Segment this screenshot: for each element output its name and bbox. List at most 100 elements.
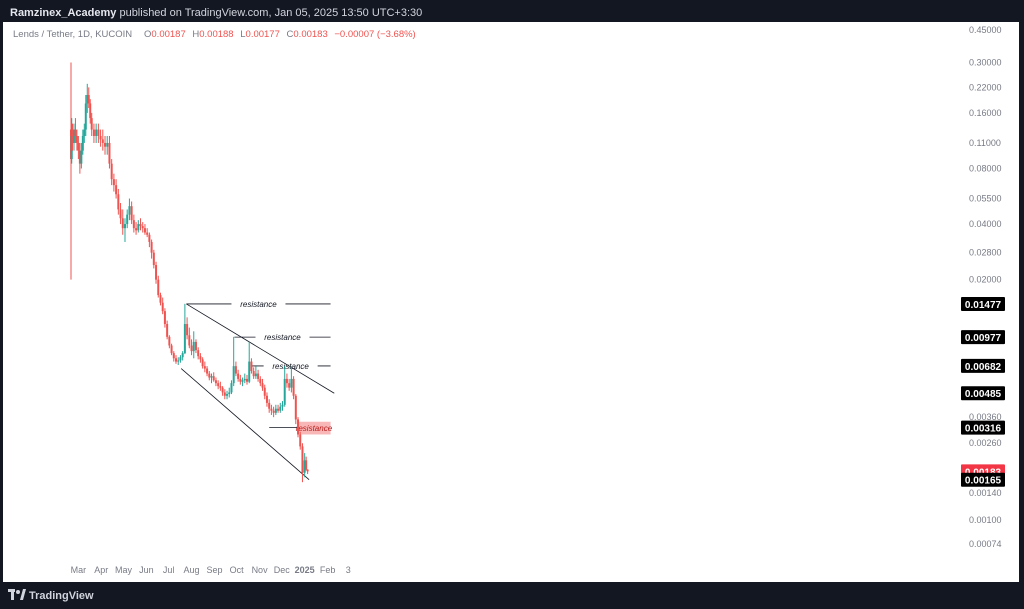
price-badge-label: 0.00165 (965, 476, 1002, 487)
candle-body-down (161, 302, 164, 312)
resistance-label-bg (263, 360, 318, 371)
candle-body-down (239, 378, 242, 382)
resistance-label-bg (255, 332, 310, 343)
resistance-zone-label: resistance (296, 424, 333, 433)
price-badge (961, 330, 1005, 345)
low-label: L (240, 29, 245, 40)
candle-body-down (208, 373, 211, 378)
candle-body-down (297, 419, 300, 435)
candle-body-down (268, 402, 271, 409)
candle-body-down (75, 135, 78, 143)
candle-body-down (199, 356, 202, 360)
candle-body-down (99, 135, 102, 140)
candle-body-down (77, 142, 80, 151)
price-badge-label: 0.00316 (965, 424, 1002, 435)
price-tick-label: 0.02800 (969, 248, 1002, 258)
high-label: H (192, 29, 199, 40)
price-badge (961, 472, 1005, 487)
candle-body-down (148, 234, 151, 242)
candle-body-up (123, 224, 126, 229)
candle-body-down (150, 241, 153, 253)
candle-body-down (252, 371, 255, 377)
chart-panel: resistance resistance resistance resistance… (3, 22, 1019, 582)
close-value: 0.00183 (293, 29, 327, 40)
candle-body-up (274, 408, 277, 413)
time-tick-label: Nov (252, 565, 269, 575)
candle-body-down (294, 395, 297, 420)
candle-body-down (234, 366, 237, 374)
open-label: O (144, 29, 151, 40)
candle-body-down (306, 469, 309, 472)
publish-header: Ramzinex_Academy published on TradingVie… (10, 5, 422, 21)
candle-body-down (135, 228, 138, 231)
price-badge (961, 296, 1005, 311)
candle-body-down (172, 353, 175, 359)
candle-body-down (305, 460, 308, 470)
ohlc-legend: O0.00187 H0.00188 L0.00177 C0.00183 −0.0… (144, 29, 416, 40)
candle-body-up (183, 324, 186, 354)
resistance-zone (297, 421, 331, 435)
candle-body-down (270, 408, 273, 411)
candle-body-up (232, 366, 235, 384)
price-tick-label: 0.08000 (969, 163, 1002, 173)
time-tick-label: Jul (163, 565, 175, 575)
candle-body-down (261, 383, 264, 388)
candle-body-down (152, 252, 155, 266)
time-tick-label: 3 (346, 565, 351, 575)
price-tick-label: 0.00100 (969, 515, 1002, 525)
resistance-label: resistance (264, 333, 301, 342)
candle-body-down (219, 386, 222, 388)
change-value: −0.00007 (−3.68%) (334, 29, 415, 40)
candle-body-down (168, 336, 171, 346)
candle-body-down (143, 228, 146, 233)
candle-body-down (214, 380, 217, 384)
price-tick-label: 0.45000 (969, 25, 1002, 35)
channel-trendline (180, 368, 310, 481)
time-tick-label: May (115, 565, 133, 575)
candle-body-down (132, 220, 135, 229)
candle-body-down (197, 350, 200, 357)
price-badge-label: 0.01477 (965, 300, 1002, 311)
candle-body-down (288, 383, 291, 388)
publish-date: Jan 05, 2025 13:50 UTC+3:30 (274, 7, 423, 19)
candle-body-down (190, 345, 193, 352)
candle-body-down (163, 311, 166, 325)
candle-body-down (257, 373, 260, 379)
time-tick-label: Mar (71, 565, 87, 575)
candle-body-up (86, 95, 89, 104)
price-badge-label: 0.00682 (965, 362, 1002, 373)
price-badge-label: 0.00977 (965, 333, 1002, 344)
candle-body-up (210, 376, 213, 378)
brand-name: TradingView (29, 590, 94, 602)
candle-body-down (115, 185, 118, 195)
price-tick-label: 0.11000 (969, 138, 1001, 148)
candle-body-up (281, 404, 284, 407)
price-badges-layer: 0.01477 0.00977 0.00682 0.00485 0.00316 0.001… (961, 296, 1005, 487)
candle-body-up (228, 392, 231, 395)
candle-body-down (217, 383, 220, 387)
candle-body-up (126, 214, 129, 225)
time-tick-label: Feb (320, 565, 336, 575)
price-tick-label: 0.00140 (969, 488, 1002, 498)
price-tick-label: 0.30000 (969, 58, 1002, 68)
candle-body-up (230, 383, 233, 393)
price-tick-label: 0.22000 (969, 82, 1002, 92)
candle-body-up (243, 378, 246, 381)
close-label: C (287, 29, 294, 40)
candle-body-up (137, 224, 140, 231)
candle-body-down (110, 163, 113, 180)
time-axis: Mar Apr May Jun Jul Aug Sep Oct Nov Dec 2025 Feb 3 (71, 565, 351, 575)
candle-body-down (246, 378, 249, 382)
candle-body-down (292, 378, 295, 396)
candle-body-up (226, 394, 229, 396)
candle-body-down (263, 387, 266, 396)
candle-body-down (259, 378, 262, 384)
candle-body-up (279, 406, 282, 411)
candle-body-down (170, 345, 173, 354)
candle-body-down (130, 206, 133, 221)
candle-body-up (254, 373, 257, 377)
candle-body-down (265, 395, 268, 403)
candle-body-up (84, 103, 87, 130)
candle-body-down (277, 408, 280, 411)
